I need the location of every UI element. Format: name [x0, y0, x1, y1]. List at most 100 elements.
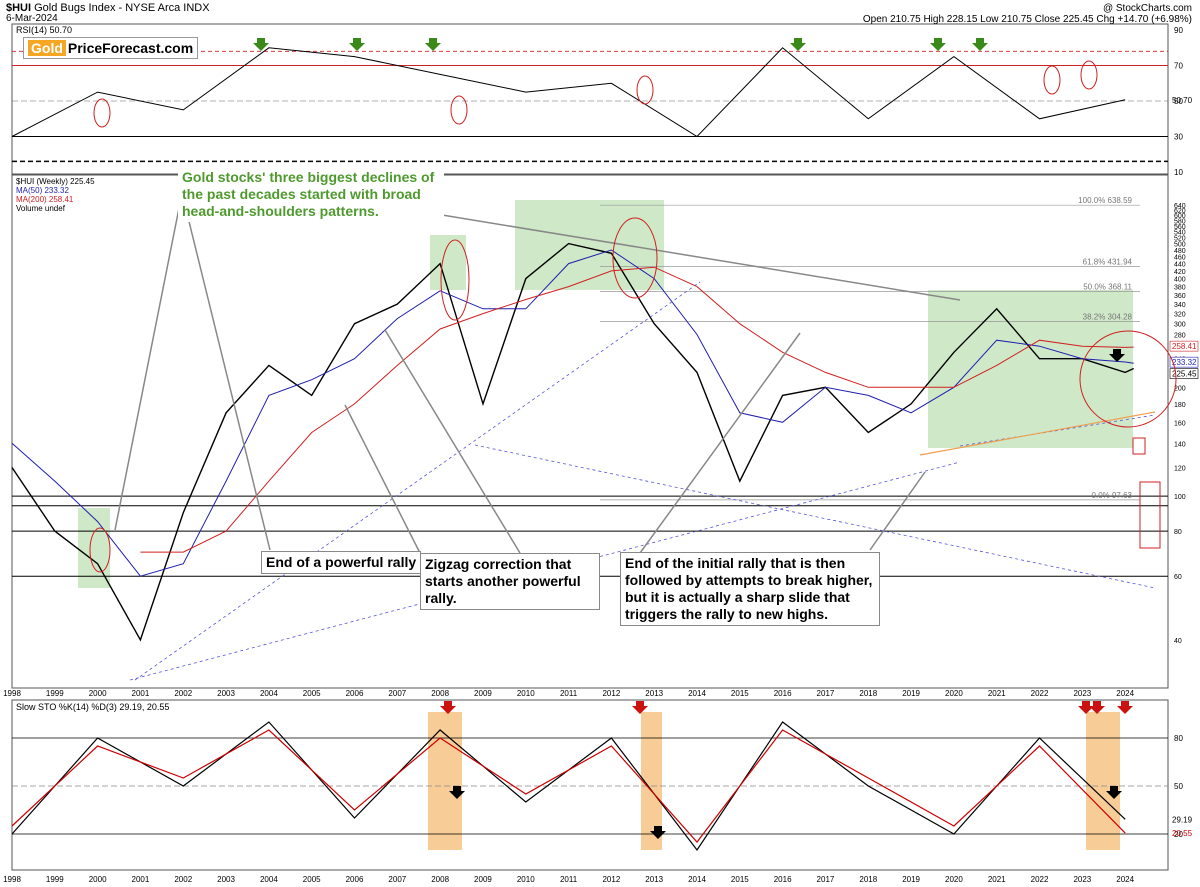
year-label-stoch-22: 2020 — [945, 875, 963, 884]
rsi-green-arrow-3 — [790, 38, 806, 51]
price-tick-24: 160 — [1174, 420, 1186, 427]
year-label-price-22: 2020 — [945, 689, 963, 698]
price-tick-7: 500 — [1174, 242, 1186, 249]
stoch-red-arrow-3 — [1089, 701, 1105, 714]
target-box-large — [1139, 481, 1161, 549]
price-value-label-2: 225.45 — [1172, 370, 1197, 379]
rsi-line — [11, 47, 1126, 138]
price-tick-28: 80 — [1174, 529, 1182, 536]
price-tick-2: 600 — [1174, 213, 1186, 220]
price-tick-1: 620 — [1174, 208, 1186, 215]
year-label-stoch-8: 2006 — [346, 875, 364, 884]
orange-highlight-1 — [641, 712, 662, 850]
year-label-price-12: 2010 — [517, 689, 535, 698]
rsi-green-arrow-5 — [972, 38, 988, 51]
year-label-stoch-17: 2015 — [731, 875, 749, 884]
callout-line-2 — [429, 212, 961, 301]
year-label-price-11: 2009 — [474, 689, 492, 698]
stoch-tick-2: 20 — [1174, 830, 1183, 839]
green-highlight-2 — [515, 200, 664, 290]
series-line-ma-50- — [11, 249, 1134, 577]
stoch-black-arrow-0 — [449, 786, 465, 799]
rsi-value-label: 50.70 — [1172, 96, 1193, 105]
year-label-price-9: 2007 — [388, 689, 406, 698]
year-label-stoch-5: 2003 — [217, 875, 235, 884]
chart-date: 6-Mar-2024 — [6, 13, 58, 24]
price-circle-0 — [89, 527, 111, 573]
callout-line-0 — [114, 177, 186, 531]
year-label-stoch-14: 2012 — [602, 875, 620, 884]
year-label-price-3: 2001 — [132, 689, 150, 698]
price-panel-frame — [11, 174, 1169, 689]
year-label-stoch-23: 2021 — [988, 875, 1006, 884]
legend-hui: $HUI (Weekly) 225.45 — [16, 177, 95, 186]
rsi-tick-2: 50 — [1174, 97, 1183, 106]
price-tick-6: 520 — [1174, 235, 1186, 242]
legend-ma50: MA(50) 233.32 — [16, 186, 69, 195]
price-tick-17: 300 — [1174, 322, 1186, 329]
stoch-panel-frame — [11, 699, 1169, 871]
annotation-gold-stocks: Gold stocks' three biggest declines of t… — [178, 167, 444, 222]
stoch-red-arrow-0 — [440, 701, 456, 714]
price-black-arrow — [1109, 349, 1125, 362]
legend-volume: Volume undef — [16, 204, 65, 213]
year-label-stoch-1: 1999 — [46, 875, 64, 884]
dotted-trendline-2 — [474, 444, 1156, 589]
rsi-circle-1 — [450, 95, 468, 125]
year-label-stoch-6: 2004 — [260, 875, 278, 884]
stoch-label: Slow STO %K(14) %D(3) 29.19, 20.55 — [16, 702, 170, 712]
price-circle-2 — [612, 217, 658, 299]
price-value-box-0 — [1169, 340, 1199, 352]
rsi-circle-3 — [1043, 65, 1061, 95]
price-tick-3: 580 — [1174, 218, 1186, 225]
stoch-tick-1: 50 — [1174, 782, 1183, 791]
price-tick-13: 380 — [1174, 285, 1186, 292]
fib-label-4: 0.0% 97.63 — [1092, 491, 1133, 500]
year-label-price-5: 2003 — [217, 689, 235, 698]
year-label-stoch-19: 2017 — [817, 875, 835, 884]
series-line--hui — [11, 242, 1134, 642]
year-label-price-1: 1999 — [46, 689, 64, 698]
year-label-price-24: 2022 — [1031, 689, 1049, 698]
stoch-red-arrow-1 — [632, 701, 648, 714]
year-label-price-2: 2000 — [89, 689, 107, 698]
year-label-price-13: 2011 — [560, 689, 578, 698]
price-legend: $HUI (Weekly) 225.45 MA(50) 233.32 MA(20… — [16, 177, 95, 213]
orange-trendline — [919, 411, 1156, 456]
price-value-box-2 — [1169, 368, 1199, 379]
green-highlight-0 — [78, 508, 110, 588]
stoch-red-arrow-4 — [1117, 701, 1133, 714]
target-box-small — [1132, 437, 1146, 455]
stoch-value-label-1: 20.55 — [1172, 829, 1193, 838]
year-label-stoch-3: 2001 — [132, 875, 150, 884]
rsi-label: RSI(14) 50.70 — [16, 25, 73, 35]
chart-title: $HUI Gold Bugs Index - NYSE Arca INDX — [6, 2, 210, 14]
price-circle-1 — [440, 239, 470, 321]
price-tick-5: 540 — [1174, 229, 1186, 236]
callout-line-1 — [179, 184, 271, 551]
price-tick-30: 40 — [1174, 638, 1182, 645]
year-label-price-18: 2016 — [774, 689, 792, 698]
orange-highlight-0 — [428, 712, 462, 850]
callout-line-6 — [869, 471, 926, 551]
dotted-trendline-1 — [129, 461, 961, 681]
orange-highlight-2 — [1086, 712, 1120, 850]
price-tick-9: 460 — [1174, 255, 1186, 262]
credit: @ StockCharts.com — [1102, 3, 1192, 14]
year-label-stoch-24: 2022 — [1031, 875, 1049, 884]
year-label-price-14: 2012 — [602, 689, 620, 698]
price-tick-22: 200 — [1174, 385, 1186, 392]
year-label-price-0: 1998 — [3, 689, 21, 698]
price-circle-3 — [1079, 330, 1177, 428]
stoch-black-arrow-1 — [650, 826, 666, 839]
price-value-box-1 — [1169, 356, 1199, 368]
price-tick-27: 100 — [1174, 494, 1186, 501]
rsi-green-arrow-0 — [253, 38, 269, 51]
year-label-stoch-13: 2011 — [560, 875, 578, 884]
rsi-panel-frame — [11, 23, 1169, 175]
year-label-price-26: 2024 — [1116, 689, 1134, 698]
stoch-black-arrow-2 — [1106, 786, 1122, 799]
stoch-tick-0: 80 — [1174, 734, 1183, 743]
stoch-value-label-0: 29.19 — [1172, 815, 1193, 824]
price-tick-8: 480 — [1174, 248, 1186, 255]
